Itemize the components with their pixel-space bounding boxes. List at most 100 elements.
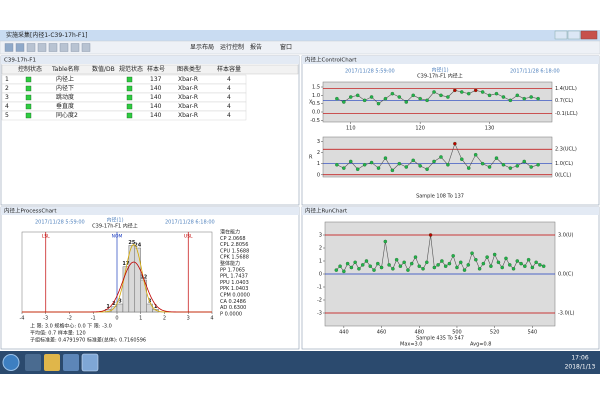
data-point: [376, 261, 380, 266]
data-point: [406, 268, 410, 272]
panel-header: [302, 56, 599, 64]
bar-label: 3: [118, 299, 122, 305]
taskbar-app[interactable]: [63, 354, 79, 371]
data-point: [353, 260, 357, 265]
row-index: 3: [5, 94, 9, 101]
y-axis-label: R: [309, 155, 313, 161]
data-point: [492, 252, 497, 257]
data-point: [501, 95, 506, 99]
x-tick-label: -3: [43, 316, 48, 322]
spec-label: NOM: [112, 234, 123, 240]
minimize-button[interactable]: [554, 30, 568, 40]
stat-line: CP 2.0668: [220, 236, 246, 242]
data-point: [364, 259, 369, 263]
row-name: 同心度2: [56, 111, 78, 119]
data-point: [362, 163, 367, 167]
bar-label: 25: [128, 240, 135, 246]
data-point: [390, 168, 395, 173]
footer-line: 子组标准差: 0.4791970 标准差(总体): 0.7160596: [30, 337, 146, 344]
table-row[interactable]: [1, 74, 247, 85]
data-point: [421, 267, 425, 271]
data-point: [342, 269, 346, 274]
y-tick-label: 0.5: [312, 101, 320, 107]
close-button[interactable]: [580, 30, 598, 40]
menu-item[interactable]: 运行控制: [220, 43, 244, 51]
data-point: [541, 264, 546, 268]
table-row[interactable]: [1, 110, 247, 121]
table-row[interactable]: [1, 101, 247, 112]
x-tick-label: -1: [91, 316, 96, 322]
column-header: Table名称: [51, 65, 80, 73]
data-point: [417, 264, 422, 268]
menu-item[interactable]: 窗口: [280, 43, 292, 51]
end-time: 2017/11/28 6:18:00: [510, 69, 560, 75]
limit-label: -3.0(L): [558, 311, 574, 317]
row-chart-type: Xbar-R: [178, 112, 198, 119]
data-point: [360, 263, 365, 267]
stat-line: 潜在能力: [220, 229, 240, 236]
toolbar-button[interactable]: [37, 43, 47, 52]
footer-line: 上 限: 3.0 规格中心: 0.0 下 限: -3.0: [30, 323, 112, 330]
table-row[interactable]: [1, 92, 247, 103]
y-tick-label: 0.0: [312, 110, 320, 116]
spec-icon: [126, 94, 133, 101]
histogram-bar: [110, 306, 118, 313]
data-point: [376, 101, 381, 106]
taskbar-app[interactable]: [25, 354, 41, 371]
toolbar-button[interactable]: [81, 43, 91, 52]
data-point: [485, 255, 489, 259]
spec-icon: [126, 85, 133, 92]
data-point: [451, 254, 455, 258]
toolbar: [0, 40, 600, 55]
data-point: [411, 93, 415, 98]
limit-label: 0.0(C): [558, 272, 573, 278]
data-point: [447, 261, 452, 266]
data-point: [342, 100, 346, 104]
table-header: [1, 64, 299, 75]
data-point: [411, 158, 415, 163]
data-point: [383, 239, 388, 244]
data-point: [453, 88, 457, 93]
toolbar-button[interactable]: [59, 43, 69, 52]
row-index: 2: [5, 85, 9, 92]
toolbar-button[interactable]: [15, 43, 25, 52]
data-point: [335, 163, 339, 167]
maximize-button[interactable]: [567, 30, 581, 40]
data-point: [383, 156, 388, 160]
data-point: [443, 264, 448, 268]
table-row[interactable]: [1, 83, 247, 94]
spec-icon: [126, 76, 133, 83]
y-tick-label: 0: [319, 272, 322, 278]
end-time: 2017/11/28 6:18:00: [165, 220, 215, 226]
data-point: [515, 93, 520, 98]
bar-label: 1: [154, 304, 158, 310]
x-tick-label: 4: [210, 316, 213, 322]
data-point: [460, 157, 464, 161]
data-point: [530, 265, 535, 270]
taskbar-app[interactable]: [44, 354, 60, 371]
taskbar-app[interactable]: [81, 353, 99, 372]
data-point: [372, 268, 376, 272]
data-point: [474, 257, 478, 262]
data-point: [529, 165, 533, 169]
data-point: [522, 96, 526, 101]
row-name: 跳动度: [56, 93, 74, 101]
column-header: 样本容量: [217, 65, 241, 73]
data-point: [362, 98, 367, 103]
start-button[interactable]: [2, 354, 20, 371]
plot-area: [322, 136, 553, 178]
toolbar-button[interactable]: [48, 43, 58, 52]
toolbar-button[interactable]: [4, 43, 14, 52]
data-point: [418, 96, 422, 101]
data-point: [357, 267, 361, 271]
data-point: [349, 95, 353, 99]
control-panel: [301, 55, 600, 206]
menu-item[interactable]: 显示布局: [190, 43, 214, 51]
toolbar-button[interactable]: [70, 43, 80, 52]
data-point: [342, 166, 346, 170]
toolbar-button[interactable]: [26, 43, 36, 52]
data-point: [480, 90, 485, 94]
menu-item[interactable]: 报告: [250, 43, 262, 51]
data-point: [432, 265, 437, 270]
y-tick-label: 2: [319, 246, 322, 252]
